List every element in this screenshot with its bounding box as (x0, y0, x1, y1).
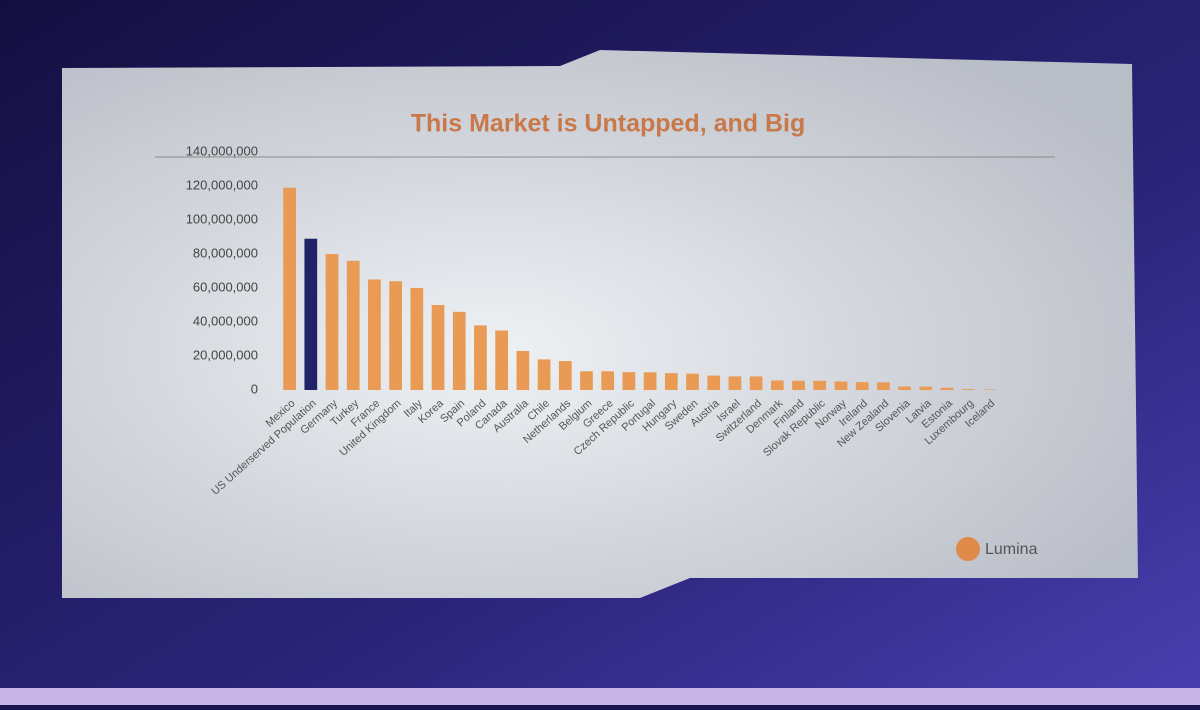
bar (452, 311, 466, 390)
y-tick-label: 40,000,000 (193, 313, 258, 328)
y-tick-label: 140,000,000 (186, 143, 258, 158)
bar (728, 376, 742, 390)
bar (325, 254, 339, 390)
y-tick-label: 0 (251, 381, 258, 396)
bar (877, 382, 890, 390)
bar (940, 387, 954, 390)
bar (983, 389, 996, 390)
y-tick-label: 60,000,000 (193, 279, 258, 294)
y-tick-label: 20,000,000 (193, 347, 258, 362)
bar (770, 380, 784, 390)
y-tick-label: 100,000,000 (186, 211, 258, 226)
bar (622, 372, 636, 390)
bar (792, 380, 805, 390)
bar (558, 361, 572, 390)
logo-text: Lumina (985, 541, 1038, 558)
bar (749, 376, 763, 390)
bar (813, 380, 827, 390)
bar (707, 375, 721, 390)
y-tick-label: 80,000,000 (193, 245, 258, 260)
slide (62, 50, 1138, 598)
bar (537, 359, 551, 390)
bar (643, 372, 657, 390)
bar (898, 386, 911, 390)
bar (855, 382, 869, 390)
bar (431, 305, 445, 390)
bar (304, 238, 318, 390)
bar (495, 330, 509, 390)
bar (601, 371, 615, 390)
chart-title: This Market is Untapped, and Big (411, 110, 806, 138)
bar (410, 288, 424, 390)
logo-mark (956, 537, 980, 561)
stage-edge (0, 688, 1200, 705)
bar (834, 381, 848, 390)
bar (283, 187, 296, 390)
y-tick-label: 120,000,000 (186, 177, 258, 192)
bar (580, 371, 593, 390)
bar (919, 386, 933, 390)
bar (346, 260, 360, 390)
bar (664, 373, 678, 390)
bar (389, 281, 402, 390)
bar (516, 350, 530, 390)
bar (368, 279, 381, 390)
bar (474, 325, 487, 390)
bar (961, 389, 975, 390)
bar (686, 373, 699, 390)
